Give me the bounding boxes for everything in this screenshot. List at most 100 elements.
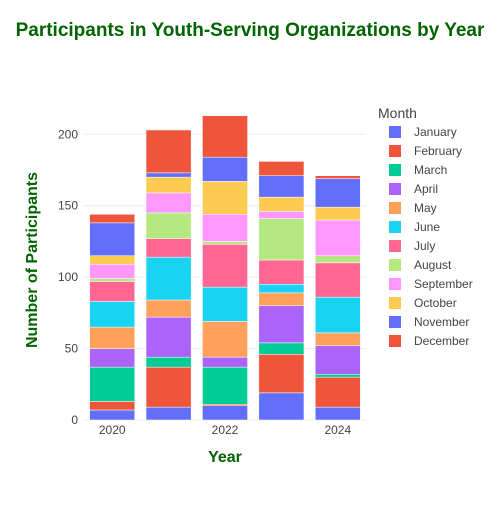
legend-label[interactable]: February xyxy=(414,144,462,158)
legend-swatch[interactable] xyxy=(389,126,401,138)
bar-segment-april[interactable] xyxy=(89,348,136,368)
legend-label[interactable]: December xyxy=(414,334,469,348)
bar-segment-may[interactable] xyxy=(314,332,361,346)
bar-segment-january[interactable] xyxy=(89,409,136,421)
bar-segment-june[interactable] xyxy=(314,296,361,334)
bar-segment-december[interactable] xyxy=(145,129,192,174)
bar-segment-december[interactable] xyxy=(202,115,248,158)
bar-segment-april[interactable] xyxy=(145,316,192,358)
legend-label[interactable]: September xyxy=(414,277,473,291)
y-tick-label: 200 xyxy=(58,127,78,141)
bar-segment-april[interactable] xyxy=(258,305,305,344)
bar-segment-december[interactable] xyxy=(89,214,136,224)
y-tick-label: 0 xyxy=(71,413,78,427)
legend-label[interactable]: August xyxy=(414,258,452,272)
bar-segment-january[interactable] xyxy=(145,406,192,421)
bar-segment-september[interactable] xyxy=(89,264,136,279)
bar-segment-july[interactable] xyxy=(89,281,136,302)
x-axis-title: Year xyxy=(208,449,242,466)
bar-segment-november[interactable] xyxy=(202,156,248,182)
bar-segment-october[interactable] xyxy=(89,255,136,265)
x-tick-label: 2022 xyxy=(212,423,239,437)
bar-segment-december[interactable] xyxy=(314,175,361,179)
y-tick-label: 100 xyxy=(58,270,78,284)
bars-layer xyxy=(89,115,361,421)
bar-segment-september[interactable] xyxy=(202,214,248,242)
bar-segment-july[interactable] xyxy=(202,244,248,288)
bar-segment-july[interactable] xyxy=(314,262,361,298)
chart-title: Participants in Youth-Serving Organizati… xyxy=(15,20,485,41)
bar-segment-june[interactable] xyxy=(145,256,192,301)
bar-segment-march[interactable] xyxy=(258,342,305,355)
legend-title: Month xyxy=(378,105,417,121)
bar-segment-february[interactable] xyxy=(145,366,192,408)
y-tick-label: 150 xyxy=(58,199,78,213)
bar-segment-november[interactable] xyxy=(89,222,136,256)
legend-label[interactable]: July xyxy=(414,239,435,253)
bar-segment-december[interactable] xyxy=(258,161,305,176)
legend-swatch[interactable] xyxy=(389,240,401,252)
bar-segment-february[interactable] xyxy=(314,376,361,408)
bar-segment-october[interactable] xyxy=(145,176,192,194)
bar-segment-october[interactable] xyxy=(202,181,248,215)
legend-label[interactable]: April xyxy=(414,182,438,196)
bar-segment-august[interactable] xyxy=(145,212,192,239)
legend-swatch[interactable] xyxy=(389,221,401,233)
legend-label[interactable]: June xyxy=(414,220,440,234)
legend-swatch[interactable] xyxy=(389,145,401,157)
bar-segment-january[interactable] xyxy=(314,406,361,421)
bar-segment-may[interactable] xyxy=(145,299,192,318)
bar-segment-november[interactable] xyxy=(314,178,361,208)
bar-segment-october[interactable] xyxy=(258,196,305,212)
bar-segment-may[interactable] xyxy=(202,321,248,358)
x-tick-label: 2020 xyxy=(99,423,126,437)
bar-segment-may[interactable] xyxy=(258,292,305,306)
legend-swatch[interactable] xyxy=(389,259,401,271)
bar-segment-february[interactable] xyxy=(258,354,305,394)
bar-segment-april[interactable] xyxy=(202,356,248,368)
legend-swatch[interactable] xyxy=(389,202,401,214)
bar-segment-august[interactable] xyxy=(258,218,305,261)
legend-swatch[interactable] xyxy=(389,316,401,328)
y-tick-label: 50 xyxy=(65,342,79,356)
bar-segment-march[interactable] xyxy=(314,374,361,378)
legend-swatch[interactable] xyxy=(389,278,401,290)
legend-swatch[interactable] xyxy=(389,164,401,176)
legend-swatch[interactable] xyxy=(389,297,401,309)
legend-label[interactable]: October xyxy=(414,296,457,310)
bar-segment-march[interactable] xyxy=(202,366,248,405)
bar-segment-june[interactable] xyxy=(202,286,248,322)
legend-swatch[interactable] xyxy=(389,183,401,195)
bar-segment-september[interactable] xyxy=(258,211,305,219)
bar-segment-september[interactable] xyxy=(145,192,192,214)
legend-label[interactable]: May xyxy=(414,201,437,215)
legend-swatch[interactable] xyxy=(389,335,401,347)
bar-segment-may[interactable] xyxy=(89,326,136,349)
y-axis-title: Number of Participants xyxy=(24,172,41,348)
x-tick-label: 2024 xyxy=(324,423,351,437)
bar-segment-september[interactable] xyxy=(314,219,361,256)
bar-segment-june[interactable] xyxy=(258,284,305,294)
legend-label[interactable]: March xyxy=(414,163,447,177)
axis-layer: 0 50 100 150 200 2020 2022 2024 xyxy=(58,127,352,437)
bar-segment-march[interactable] xyxy=(145,356,192,368)
bar-segment-august[interactable] xyxy=(89,278,136,282)
bar-segment-june[interactable] xyxy=(89,301,136,328)
bar-segment-march[interactable] xyxy=(89,366,136,402)
legend: Month January February March April May June Ju… xyxy=(378,105,473,348)
bar-segment-february[interactable] xyxy=(89,401,136,411)
bar-segment-august[interactable] xyxy=(314,255,361,264)
bar-segment-august[interactable] xyxy=(202,241,248,245)
bar-segment-november[interactable] xyxy=(258,175,305,198)
bar-segment-july[interactable] xyxy=(258,259,305,285)
bar-segment-january[interactable] xyxy=(202,405,248,421)
legend-label[interactable]: November xyxy=(414,315,469,329)
bar-segment-april[interactable] xyxy=(314,345,361,375)
bar-segment-october[interactable] xyxy=(314,206,361,221)
legend-label[interactable]: January xyxy=(414,125,457,139)
bar-segment-january[interactable] xyxy=(258,392,305,421)
bar-segment-july[interactable] xyxy=(145,238,192,258)
bar-segment-november[interactable] xyxy=(145,172,192,178)
